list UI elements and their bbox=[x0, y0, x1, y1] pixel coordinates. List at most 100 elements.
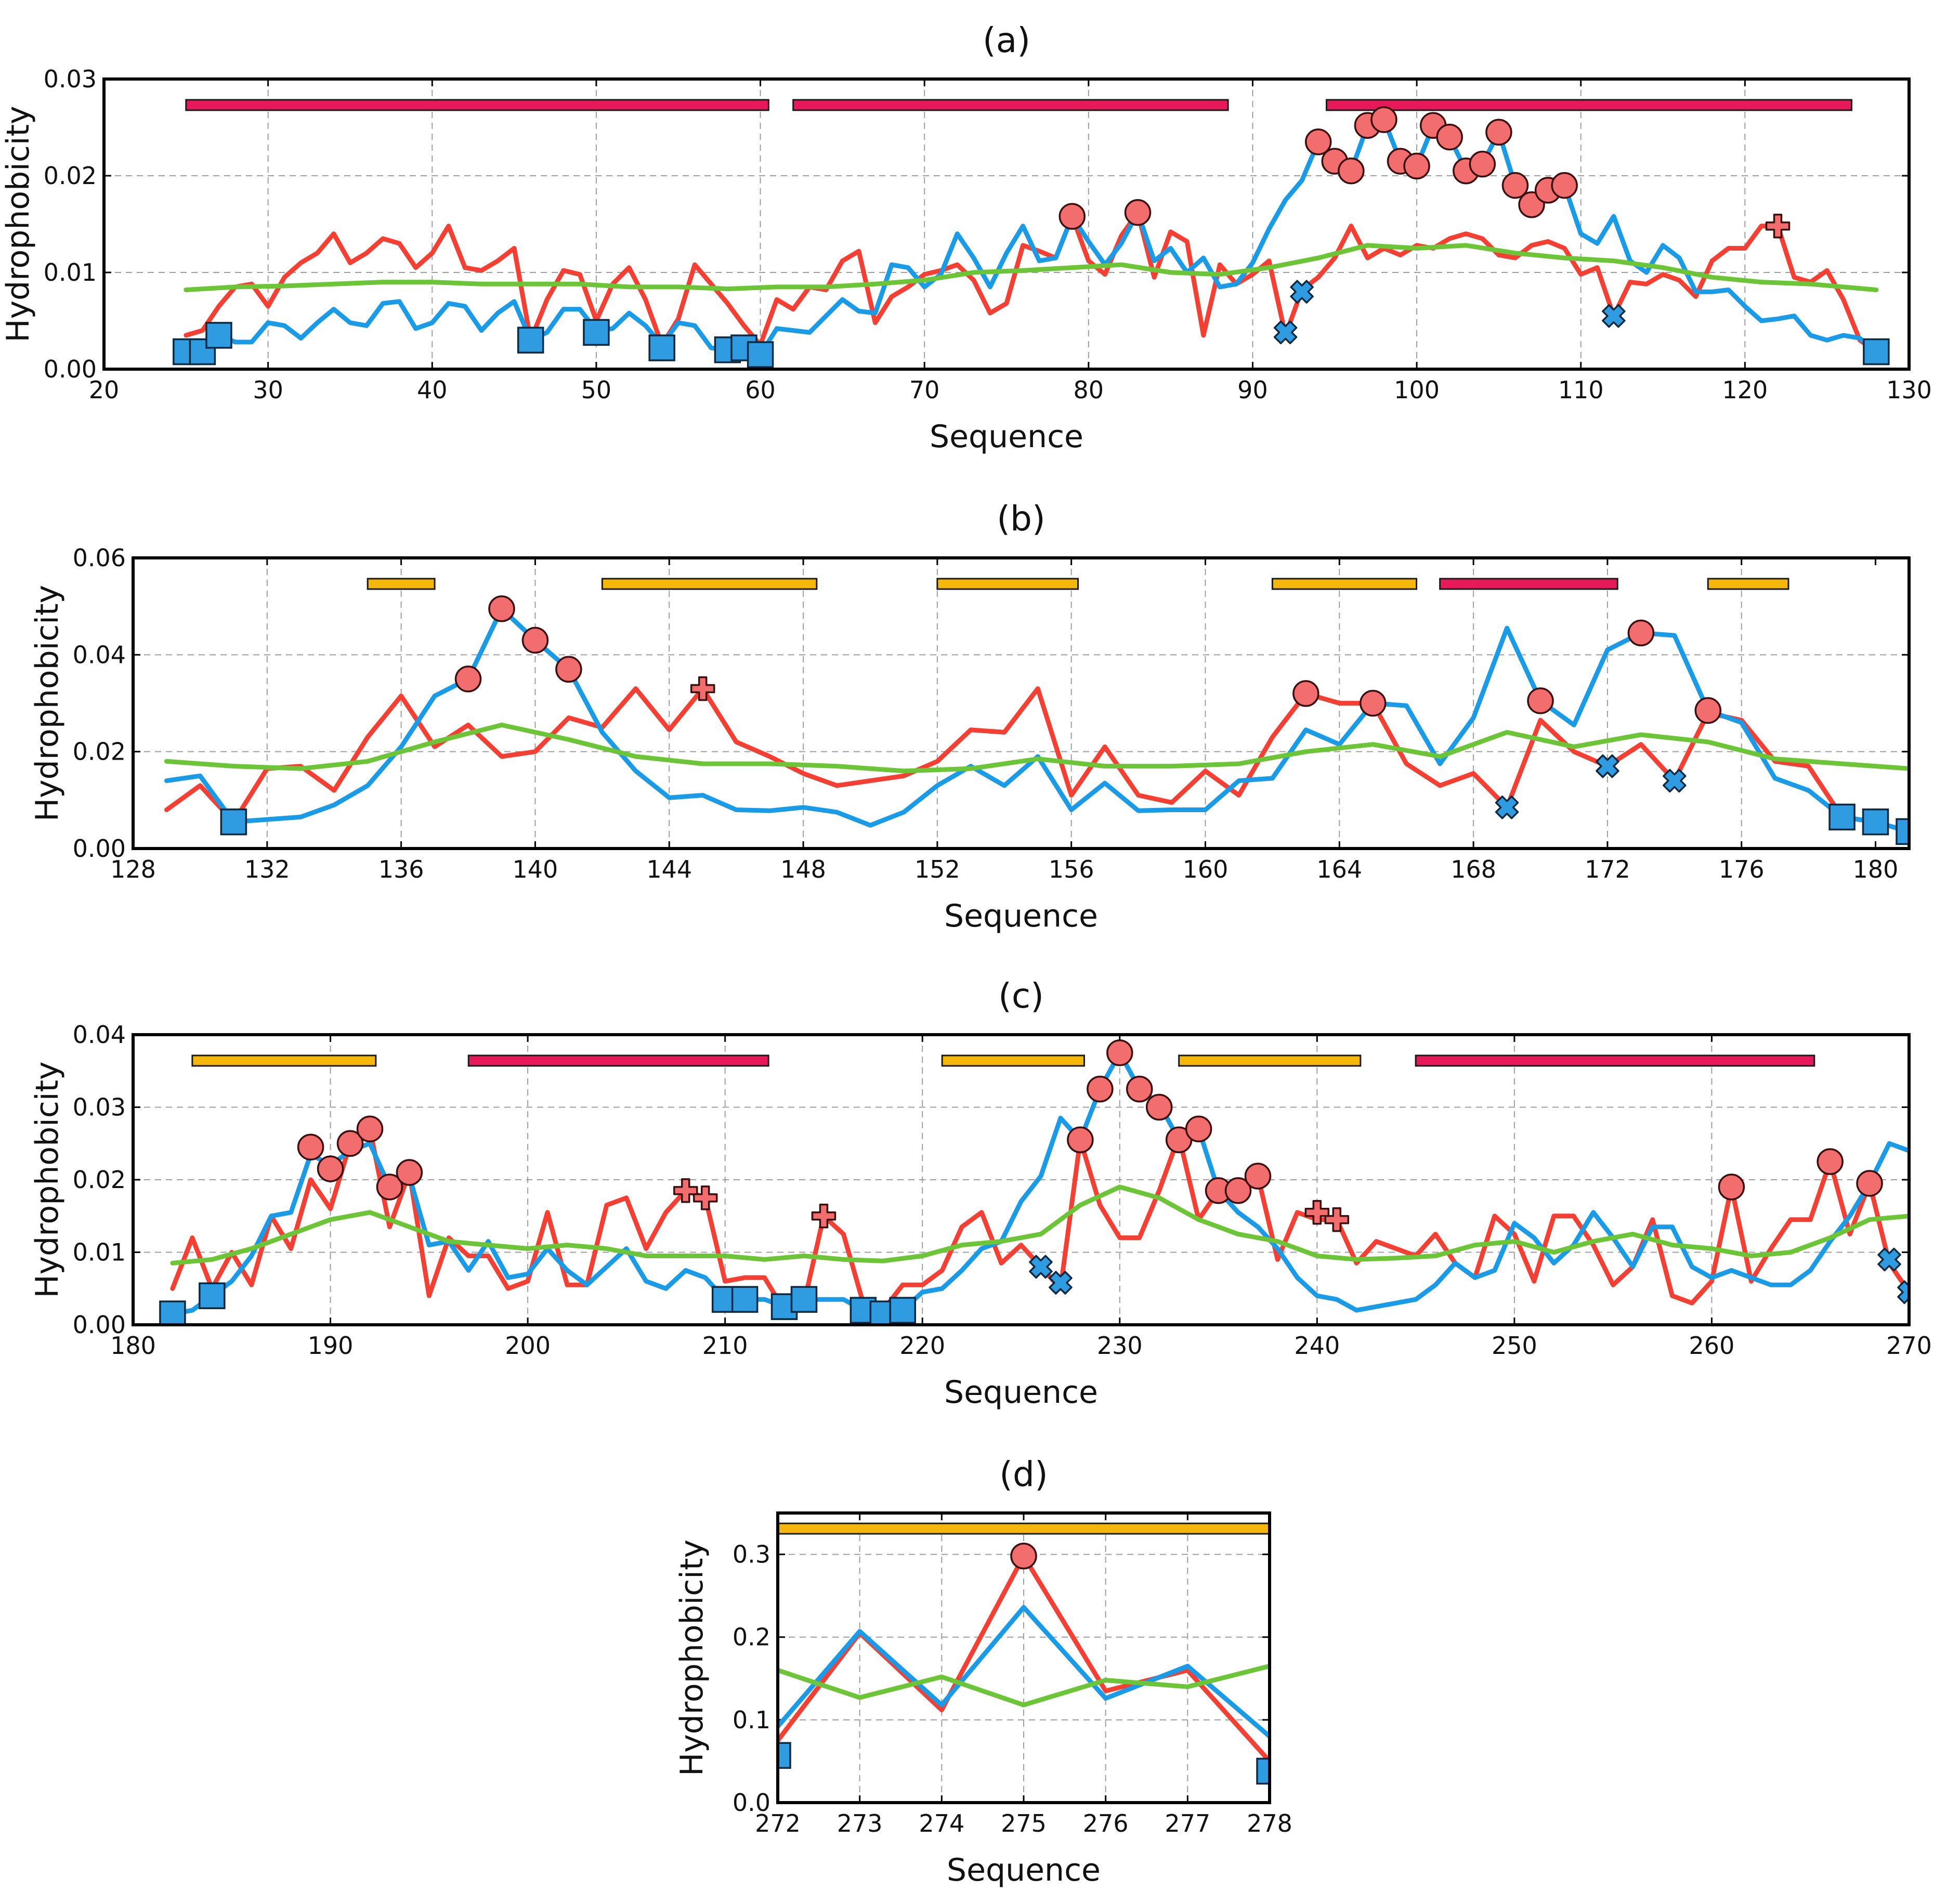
y-tick-label: 0.04 bbox=[73, 641, 126, 669]
square-marker bbox=[790, 1286, 818, 1313]
circle-marker bbox=[1370, 106, 1397, 133]
square-marker bbox=[747, 341, 774, 368]
plus-marker bbox=[690, 676, 715, 701]
circle-marker bbox=[1087, 1075, 1114, 1103]
x-tick-label: 136 bbox=[378, 855, 424, 883]
x-tick-label: 132 bbox=[244, 855, 290, 883]
square-marker bbox=[731, 1286, 759, 1313]
segment-bar bbox=[1178, 1054, 1362, 1067]
square-marker bbox=[1828, 803, 1855, 831]
segment-bar bbox=[792, 99, 1229, 111]
y-tick-label: 0.3 bbox=[733, 1541, 770, 1569]
x-tick-label: 230 bbox=[1097, 1332, 1143, 1360]
panel-title: (b) bbox=[997, 499, 1045, 539]
panel-title: (c) bbox=[998, 976, 1044, 1016]
series-blue-line bbox=[184, 117, 1879, 357]
x-tick-label: 276 bbox=[1083, 1809, 1129, 1837]
plus-marker bbox=[692, 1185, 718, 1210]
panel-d: (d) 272 273 274 275 276 277 278 0.0 0.1 0.2 0.3 Sequ… bbox=[674, 1454, 1292, 1888]
circle-marker bbox=[1292, 680, 1319, 707]
circle-marker bbox=[454, 666, 482, 693]
x-tick-label: 260 bbox=[1689, 1332, 1735, 1360]
x-axis-label: Sequence bbox=[944, 1374, 1098, 1411]
circle-marker bbox=[1304, 128, 1332, 155]
panel-a: (a) 20 30 40 50 60 70 80 90 100 110 120 130 0.00 0.01 0… bbox=[0, 20, 1932, 455]
circle-marker bbox=[1718, 1173, 1745, 1201]
segment-bar bbox=[1325, 99, 1853, 111]
panel-b: (b) 128 132 136 140 144 148 152 156 160 164 168 172 1… bbox=[29, 499, 1911, 934]
segment-bar bbox=[778, 1522, 1270, 1535]
circle-marker bbox=[555, 656, 582, 683]
square-marker bbox=[583, 319, 610, 346]
circle-marker bbox=[1403, 152, 1430, 180]
x-tick-label: 180 bbox=[110, 1332, 156, 1360]
series-blue-line bbox=[778, 1605, 1270, 1739]
circle-marker bbox=[1145, 1093, 1173, 1121]
x-tick-label: 210 bbox=[702, 1332, 748, 1360]
square-marker bbox=[1863, 338, 1890, 366]
circle-marker bbox=[1224, 1177, 1252, 1204]
square-marker bbox=[1862, 808, 1889, 836]
x-tick-label: 190 bbox=[308, 1332, 354, 1360]
square-marker bbox=[778, 1742, 791, 1769]
plus-marker bbox=[811, 1204, 837, 1229]
cross-marker bbox=[1495, 795, 1519, 819]
cross-marker bbox=[1273, 320, 1298, 345]
x-tick-label: 277 bbox=[1165, 1809, 1210, 1837]
x-tick-label: 148 bbox=[780, 855, 826, 883]
series-green-line bbox=[778, 1663, 1270, 1707]
circle-marker bbox=[1694, 697, 1722, 724]
y-tick-label: 0.00 bbox=[73, 1311, 126, 1339]
square-marker bbox=[648, 334, 675, 361]
circle-marker bbox=[1106, 1039, 1133, 1066]
square-marker bbox=[199, 1282, 226, 1309]
y-axis-label: Hydrophobicity bbox=[29, 1061, 66, 1298]
y-tick-label: 0.01 bbox=[73, 1238, 126, 1267]
y-tick-label: 0.01 bbox=[44, 258, 97, 286]
circle-marker bbox=[356, 1115, 384, 1143]
circle-marker bbox=[1817, 1148, 1844, 1175]
circle-marker bbox=[521, 627, 549, 654]
y-tick-label: 0.02 bbox=[73, 738, 126, 766]
segment-bar bbox=[467, 1054, 769, 1067]
cross-marker bbox=[1596, 754, 1619, 778]
x-axis-label: Sequence bbox=[930, 419, 1083, 455]
x-tick-label: 164 bbox=[1316, 855, 1362, 883]
circle-marker bbox=[1469, 150, 1496, 178]
square-marker bbox=[1896, 818, 1909, 845]
cross-marker bbox=[1290, 280, 1314, 304]
square-marker bbox=[205, 322, 232, 349]
x-tick-label: 180 bbox=[1853, 855, 1899, 883]
plot-area bbox=[173, 99, 1890, 368]
plot-frame bbox=[776, 1511, 1271, 1804]
x-tick-label: 80 bbox=[1074, 376, 1104, 404]
x-tick-label: 144 bbox=[646, 855, 692, 883]
y-axis-label: Hydrophobicity bbox=[0, 106, 36, 342]
x-tick-label: 168 bbox=[1451, 855, 1496, 883]
y-tick-label: 0.06 bbox=[73, 544, 126, 572]
plot-area bbox=[159, 1039, 1909, 1325]
x-tick-label: 274 bbox=[919, 1809, 964, 1837]
y-tick-label: 0.00 bbox=[73, 834, 126, 863]
circle-marker bbox=[488, 595, 515, 622]
cross-marker bbox=[1602, 304, 1626, 328]
segment-bar bbox=[936, 578, 1079, 590]
x-tick-label: 273 bbox=[837, 1809, 883, 1837]
circle-marker bbox=[336, 1130, 364, 1157]
plot-frame bbox=[102, 77, 1911, 371]
cross-marker bbox=[1029, 1255, 1053, 1279]
circle-marker bbox=[1124, 199, 1152, 226]
x-tick-label: 130 bbox=[1886, 376, 1932, 404]
circle-marker bbox=[317, 1155, 344, 1182]
x-tick-label: 272 bbox=[755, 1809, 801, 1837]
plot-area bbox=[778, 1522, 1270, 1785]
circle-marker bbox=[1501, 172, 1529, 199]
x-tick-label: 60 bbox=[745, 376, 776, 404]
x-tick-label: 70 bbox=[909, 376, 940, 404]
circle-marker bbox=[297, 1133, 324, 1160]
y-tick-label: 0.02 bbox=[73, 1166, 126, 1194]
plus-marker bbox=[673, 1178, 698, 1203]
x-tick-label: 220 bbox=[899, 1332, 945, 1360]
x-tick-label: 200 bbox=[505, 1332, 551, 1360]
circle-marker bbox=[376, 1173, 403, 1201]
